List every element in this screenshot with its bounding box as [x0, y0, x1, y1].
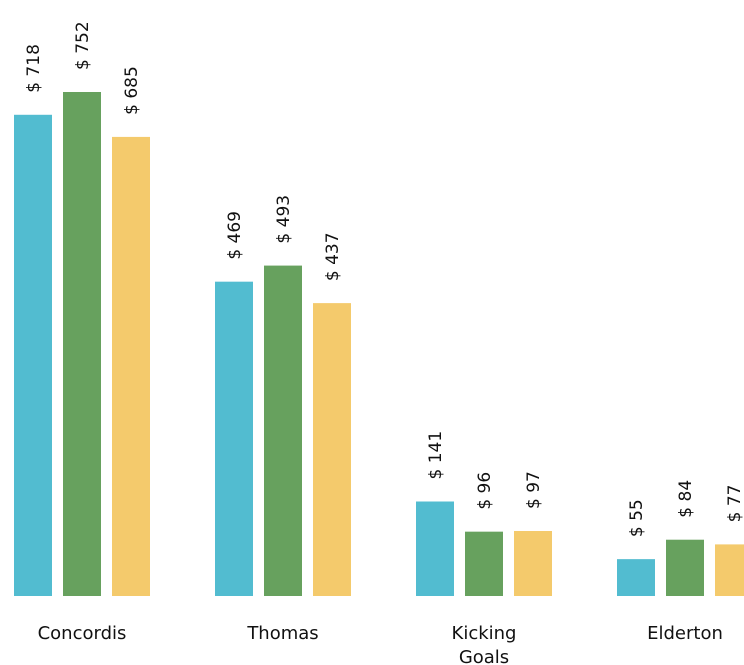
bars-group	[14, 92, 744, 597]
value-labels-group: $ 718 $ 752 $ 685 $ 469 $ 493 $ 437 $ 141 $ 96 $…	[24, 21, 744, 537]
category-label-0: Concordis	[38, 623, 127, 644]
category-label-1: Thomas	[246, 623, 318, 644]
value-label-0-2: $ 685	[122, 66, 142, 115]
category-label-2: Kicking Goals	[452, 623, 517, 665]
bar-3-2	[715, 544, 744, 596]
value-label-1-1: $ 493	[274, 195, 294, 244]
value-label-0-1: $ 752	[73, 21, 93, 70]
bar-0-0	[14, 114, 52, 596]
bar-0-1	[63, 92, 101, 596]
value-label-1-0: $ 469	[225, 211, 245, 260]
bar-1-2	[313, 303, 351, 596]
category-label-3: Elderton	[647, 623, 723, 644]
bar-2-1	[465, 531, 503, 596]
bar-3-0	[617, 559, 655, 596]
value-label-2-2: $ 97	[524, 471, 544, 509]
value-label-3-2: $ 77	[725, 485, 744, 523]
category-labels-group: Concordis Thomas Kicking Goals Elderton	[38, 623, 723, 665]
bar-0-2	[112, 136, 150, 597]
bar-2-0	[416, 501, 454, 596]
bar-2-2	[514, 530, 552, 596]
value-label-3-0: $ 55	[627, 499, 647, 537]
value-label-2-0: $ 141	[426, 431, 446, 480]
value-label-1-2: $ 437	[323, 232, 343, 281]
bar-3-1	[666, 539, 704, 596]
value-label-3-1: $ 84	[676, 480, 696, 518]
bar-1-0	[215, 281, 253, 596]
bar-1-1	[264, 265, 302, 596]
value-label-0-0: $ 718	[24, 44, 44, 93]
value-label-2-1: $ 96	[475, 472, 495, 510]
